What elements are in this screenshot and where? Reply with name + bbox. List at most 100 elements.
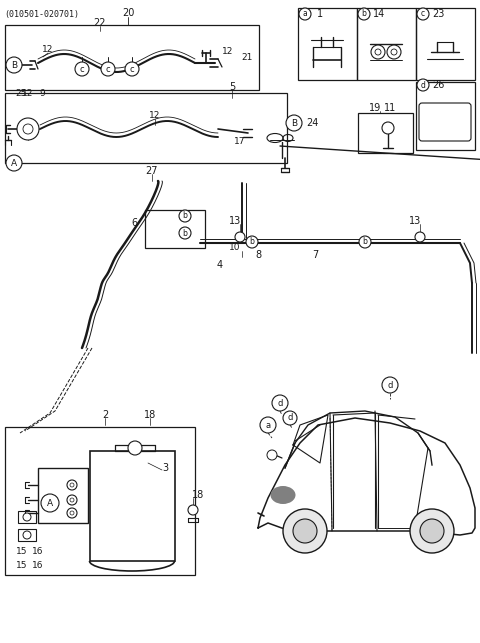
Bar bbox=[357, 8, 416, 80]
Text: 9: 9 bbox=[39, 89, 45, 98]
Circle shape bbox=[391, 49, 397, 55]
Circle shape bbox=[246, 236, 258, 248]
Bar bbox=[38, 468, 88, 523]
Circle shape bbox=[101, 62, 115, 76]
Text: 18: 18 bbox=[144, 410, 156, 420]
Text: 8: 8 bbox=[255, 250, 261, 260]
Circle shape bbox=[358, 8, 370, 20]
Text: 5: 5 bbox=[229, 82, 235, 92]
Text: c: c bbox=[80, 64, 84, 73]
Circle shape bbox=[23, 124, 33, 134]
Text: 1: 1 bbox=[317, 9, 323, 19]
Text: b: b bbox=[182, 228, 187, 237]
Circle shape bbox=[417, 8, 429, 20]
Text: 6: 6 bbox=[132, 218, 138, 228]
Text: d: d bbox=[277, 399, 283, 408]
Circle shape bbox=[67, 508, 77, 518]
Circle shape bbox=[299, 8, 311, 20]
Circle shape bbox=[179, 210, 191, 222]
Text: c: c bbox=[130, 64, 134, 73]
Text: (010501-020701): (010501-020701) bbox=[4, 10, 79, 19]
Circle shape bbox=[417, 79, 429, 91]
Bar bbox=[416, 8, 475, 80]
Text: 4: 4 bbox=[217, 260, 223, 270]
Text: a: a bbox=[302, 10, 307, 19]
Circle shape bbox=[420, 519, 444, 543]
Circle shape bbox=[6, 57, 22, 73]
Text: B: B bbox=[291, 118, 297, 127]
Text: d: d bbox=[420, 80, 425, 89]
Circle shape bbox=[260, 417, 276, 433]
Circle shape bbox=[387, 45, 401, 59]
Bar bbox=[145, 210, 205, 248]
Text: 10: 10 bbox=[229, 244, 241, 253]
Circle shape bbox=[375, 49, 381, 55]
Text: 20: 20 bbox=[122, 8, 134, 18]
Circle shape bbox=[23, 513, 31, 521]
Circle shape bbox=[41, 494, 59, 512]
Circle shape bbox=[70, 498, 74, 502]
Text: 26: 26 bbox=[432, 80, 444, 90]
Text: 24: 24 bbox=[306, 118, 318, 128]
Text: c: c bbox=[106, 64, 110, 73]
Bar bbox=[5, 25, 259, 90]
Text: 15: 15 bbox=[16, 561, 28, 570]
Text: b: b bbox=[361, 10, 366, 19]
Text: 23: 23 bbox=[432, 9, 444, 19]
Circle shape bbox=[272, 395, 288, 411]
Text: 12: 12 bbox=[149, 111, 161, 120]
Text: 17: 17 bbox=[234, 136, 246, 145]
Circle shape bbox=[286, 115, 302, 131]
Circle shape bbox=[75, 62, 89, 76]
Text: 12: 12 bbox=[42, 46, 54, 55]
Bar bbox=[358, 113, 413, 153]
Text: 2: 2 bbox=[102, 410, 108, 420]
Text: B: B bbox=[11, 60, 17, 69]
Circle shape bbox=[67, 480, 77, 490]
Circle shape bbox=[179, 227, 191, 239]
Text: A: A bbox=[11, 159, 17, 167]
Text: 22: 22 bbox=[94, 18, 106, 28]
Text: 16: 16 bbox=[32, 561, 44, 570]
Bar bbox=[5, 93, 287, 163]
Circle shape bbox=[23, 531, 31, 539]
Bar bbox=[5, 427, 195, 575]
Text: a: a bbox=[265, 421, 271, 430]
Circle shape bbox=[382, 122, 394, 134]
Text: 12: 12 bbox=[222, 46, 234, 55]
Text: b: b bbox=[182, 212, 187, 221]
Text: 16: 16 bbox=[32, 547, 44, 556]
Bar bbox=[18, 511, 36, 523]
Text: 7: 7 bbox=[312, 250, 318, 260]
Circle shape bbox=[235, 232, 245, 242]
Text: c: c bbox=[421, 10, 425, 19]
Circle shape bbox=[67, 495, 77, 505]
Circle shape bbox=[283, 509, 327, 553]
Text: 27: 27 bbox=[146, 166, 158, 176]
Bar bbox=[18, 529, 36, 541]
Text: 15: 15 bbox=[16, 547, 28, 556]
Circle shape bbox=[70, 511, 74, 515]
Circle shape bbox=[125, 62, 139, 76]
Ellipse shape bbox=[271, 486, 296, 504]
Text: 18: 18 bbox=[192, 490, 204, 500]
Text: A: A bbox=[47, 498, 53, 507]
Circle shape bbox=[382, 377, 398, 393]
Circle shape bbox=[415, 232, 425, 242]
Text: b: b bbox=[250, 237, 254, 246]
Text: 11: 11 bbox=[384, 103, 396, 113]
Text: d: d bbox=[387, 381, 393, 390]
Text: 13: 13 bbox=[229, 216, 241, 226]
Text: 25: 25 bbox=[15, 89, 26, 98]
Circle shape bbox=[188, 505, 198, 515]
Circle shape bbox=[128, 441, 142, 455]
Text: 12: 12 bbox=[22, 89, 34, 98]
Text: 19: 19 bbox=[369, 103, 381, 113]
Text: 21: 21 bbox=[241, 53, 252, 62]
Bar bbox=[90, 451, 175, 561]
Text: 14: 14 bbox=[373, 9, 385, 19]
Circle shape bbox=[283, 411, 297, 425]
Circle shape bbox=[371, 45, 385, 59]
Circle shape bbox=[17, 118, 39, 140]
Text: 13: 13 bbox=[409, 216, 421, 226]
